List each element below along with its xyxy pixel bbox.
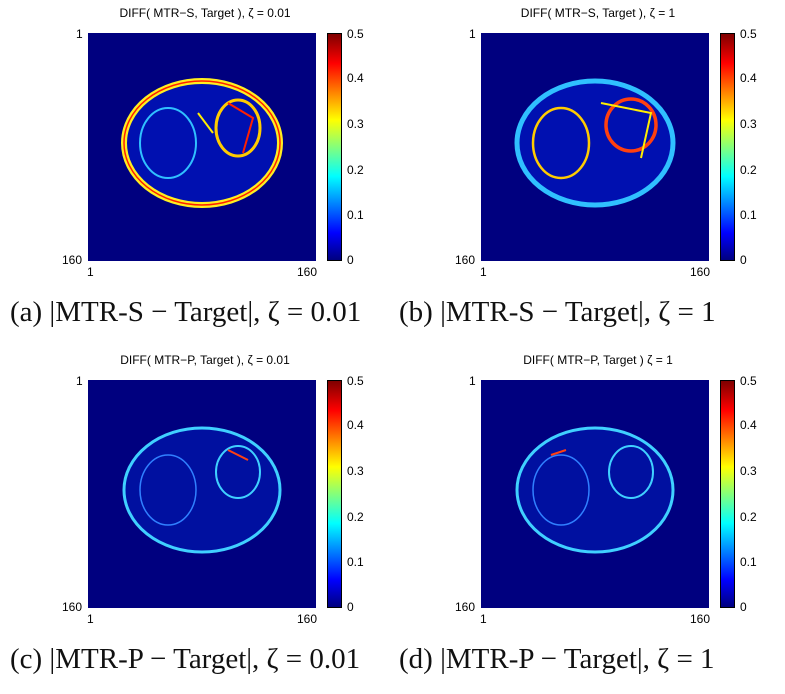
cbar-tick: 0.3 [347, 464, 364, 478]
ct-slice-graphic [121, 78, 283, 208]
y-tick-top: 1 [76, 374, 83, 388]
x-tick-left: 1 [87, 265, 94, 279]
cbar-tick: 0 [347, 253, 354, 267]
colorbar [720, 33, 735, 261]
cbar-tick: 0.2 [740, 510, 757, 524]
x-tick-right: 160 [690, 265, 711, 279]
panel-caption: (d) |MTR-P − Target|, ζ = 1 [399, 643, 715, 675]
colorbar [720, 380, 735, 608]
y-tick-bottom: 160 [455, 600, 476, 614]
cbar-tick: 0.2 [347, 510, 364, 524]
cbar-tick: 0 [740, 600, 747, 614]
x-tick-right: 160 [297, 612, 318, 626]
cbar-tick: 0.2 [347, 163, 364, 177]
panel-caption: (b) |MTR-S − Target|, ζ = 1 [399, 296, 716, 328]
cbar-tick: 0.5 [347, 374, 364, 388]
panel-caption: (a) |MTR-S − Target|, ζ = 0.01 [10, 296, 362, 328]
y-tick-bottom: 160 [62, 600, 83, 614]
cbar-tick: 0.5 [740, 27, 757, 41]
ct-diff-image [481, 380, 709, 608]
ct-diff-image [481, 33, 709, 261]
y-tick-top: 1 [76, 27, 83, 41]
x-tick-left: 1 [480, 265, 487, 279]
panel-b: DIFF( MTR−S, Target ), ζ = 1 1 160 1 160… [393, 0, 785, 347]
x-tick-right: 160 [297, 265, 318, 279]
ct-slice-graphic [515, 426, 675, 554]
cbar-tick: 0.3 [740, 117, 757, 131]
panel-title: DIFF( MTR−S, Target ), ζ = 1 [520, 6, 676, 20]
colorbar [327, 33, 342, 261]
ct-diff-image [88, 380, 316, 608]
cbar-tick: 0.3 [347, 117, 364, 131]
cbar-tick: 0.4 [347, 418, 364, 432]
panel-d: DIFF( MTR−P, Target ) ζ = 1 1 160 1 160 … [393, 347, 785, 694]
cbar-tick: 0.4 [347, 71, 364, 85]
ct-diff-image [88, 33, 316, 261]
cbar-tick: 0.5 [347, 27, 364, 41]
cbar-tick: 0.4 [740, 71, 757, 85]
cbar-tick: 0 [347, 600, 354, 614]
panel-title: DIFF( MTR−P, Target ) ζ = 1 [523, 353, 673, 367]
ct-slice-graphic [122, 426, 282, 554]
cbar-tick: 0 [740, 253, 747, 267]
panel-caption: (c) |MTR-P − Target|, ζ = 0.01 [10, 643, 361, 675]
panel-title: DIFF( MTR−P, Target ), ζ = 0.01 [120, 353, 290, 367]
panel-c: DIFF( MTR−P, Target ), ζ = 0.01 1 160 1 … [0, 347, 392, 694]
cbar-tick: 0.1 [740, 555, 757, 569]
y-tick-top: 1 [469, 27, 476, 41]
y-tick-bottom: 160 [455, 253, 476, 267]
ct-slice-graphic [514, 78, 676, 208]
cbar-tick: 0.5 [740, 374, 757, 388]
cbar-tick: 0.4 [740, 418, 757, 432]
cbar-tick: 0.2 [740, 163, 757, 177]
colorbar [327, 380, 342, 608]
x-tick-left: 1 [87, 612, 94, 626]
panel-title: DIFF( MTR−S, Target ), ζ = 0.01 [119, 6, 291, 20]
cbar-tick: 0.3 [740, 464, 757, 478]
panel-a: DIFF( MTR−S, Target ), ζ = 0.01 1 160 1 … [0, 0, 392, 347]
x-tick-left: 1 [480, 612, 487, 626]
cbar-tick: 0.1 [740, 208, 757, 222]
x-tick-right: 160 [690, 612, 711, 626]
cbar-tick: 0.1 [347, 555, 364, 569]
y-tick-bottom: 160 [62, 253, 83, 267]
cbar-tick: 0.1 [347, 208, 364, 222]
y-tick-top: 1 [469, 374, 476, 388]
